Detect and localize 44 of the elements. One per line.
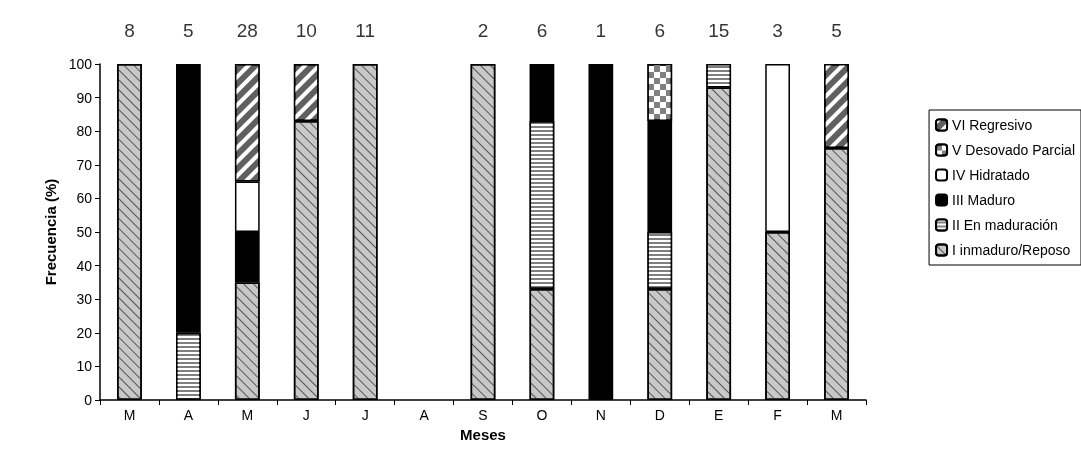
y-tick-label: 60 xyxy=(76,190,93,207)
y-tick-label: 80 xyxy=(76,123,93,140)
y-tick-label: 20 xyxy=(76,324,93,341)
x-tick-label: D xyxy=(654,407,665,423)
text: 28 xyxy=(236,20,258,41)
text: 5 xyxy=(183,20,194,41)
text: 8 xyxy=(124,20,135,41)
x-tick-label: M xyxy=(241,407,254,423)
text: 10 xyxy=(295,20,317,41)
text: 5 xyxy=(831,20,842,41)
legend-label: IV Hidratado xyxy=(952,167,1031,183)
text: 15 xyxy=(708,20,730,41)
x-tick-label: A xyxy=(183,407,194,423)
y-tick-label: 0 xyxy=(84,392,93,408)
y-tick-label: 100 xyxy=(68,56,93,72)
x-tick-label: N xyxy=(595,407,606,423)
y-tick-label: 10 xyxy=(76,358,93,375)
legend-label: V Desovado Parcial xyxy=(952,142,1075,158)
x-tick-label: J xyxy=(302,407,310,423)
x-tick-label: E xyxy=(714,407,724,423)
x-tick-label: O xyxy=(536,407,548,423)
y-tick-label: 30 xyxy=(76,291,93,308)
y-axis-title: Frecuencia (%) xyxy=(41,178,59,286)
y-tick-label: 40 xyxy=(76,257,93,274)
x-tick-label: M xyxy=(123,407,136,423)
y-tick-label: 70 xyxy=(76,156,93,173)
text: 11 xyxy=(355,20,376,41)
x-tick-label: F xyxy=(773,407,782,423)
x-tick-label: S xyxy=(478,407,488,423)
x-tick-label: J xyxy=(361,407,369,423)
legend-label: I inmaduro/Reposo xyxy=(952,242,1071,258)
x-tick-label: A xyxy=(419,407,430,423)
y-tick-label: 50 xyxy=(76,224,93,240)
text: 1 xyxy=(595,20,607,41)
legend-label: II En maduración xyxy=(952,217,1058,233)
text: 6 xyxy=(536,20,548,41)
text: 2 xyxy=(477,20,489,41)
x-axis-title: Meses xyxy=(460,425,506,443)
text: 6 xyxy=(654,20,666,41)
y-tick-label: 90 xyxy=(76,89,93,106)
legend-label: III Maduro xyxy=(952,192,1016,208)
x-tick-label: M xyxy=(830,407,843,423)
legend-label: VI Regresivo xyxy=(952,117,1033,133)
text: 3 xyxy=(772,20,783,41)
